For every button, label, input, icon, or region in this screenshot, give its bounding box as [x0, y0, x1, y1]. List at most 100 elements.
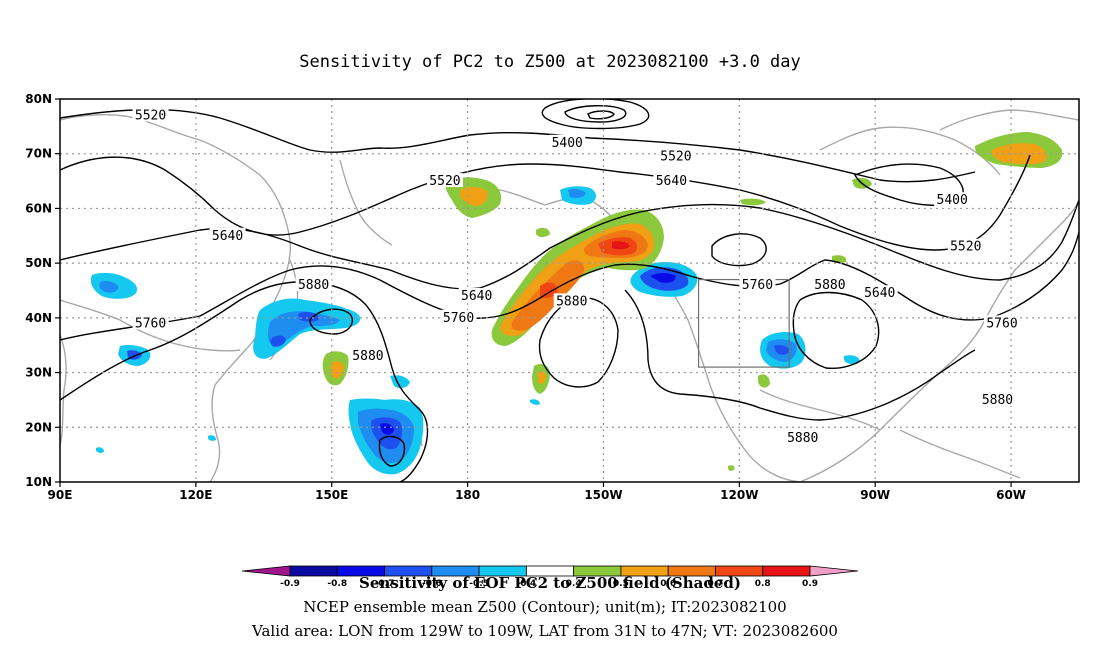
contour-label-bg [739, 277, 776, 292]
colorbar-tick-label: 0.9 [802, 579, 818, 589]
colorbar: -0.9 -0.8 -0.7 -0.6 -0.5 -0.4 0.4 0.5 0.6 0.7 0.8 0… [241, 565, 859, 589]
contour-label-bg [132, 315, 169, 330]
contour-label: 5640 [212, 229, 243, 244]
contour-label: 5640 [461, 289, 492, 304]
contour-label: 5760 [135, 316, 166, 331]
footer-line-2: NCEP ensemble mean Z500 (Contour); unit(… [303, 598, 786, 616]
colorbar-tick-label: 0.6 [660, 579, 676, 589]
contour-label: 5520 [135, 108, 166, 123]
contour-label-bg [295, 277, 332, 292]
map-panel: 5520 5400 5520 5520 5640 5400 5640 5520 5880 5760… [60, 99, 1079, 482]
colorbar-tick-label: -0.6 [422, 579, 442, 589]
negative-sensitivity-shading [90, 186, 860, 475]
colorbar-box [762, 565, 811, 577]
y-tick-label: 50N [25, 256, 52, 270]
colorbar-tick-label: 0.5 [613, 579, 629, 589]
x-tick-label: 90W [860, 488, 890, 502]
lat-lon-grid [60, 99, 1079, 482]
x-tick-label: 120W [720, 488, 758, 502]
contour-high-arctic-3 [587, 110, 615, 120]
contour-label-bg [934, 192, 971, 207]
greenland-coast [939, 109, 1079, 131]
contour-label: 5760 [443, 311, 474, 326]
colorbar-tick-label: -0.7 [375, 579, 395, 589]
contour-label: 5880 [298, 278, 329, 293]
contour-label-bg [947, 238, 984, 253]
contour-label: 5640 [864, 286, 895, 301]
colorbar-box [289, 565, 338, 577]
y-tick-label: 10N [25, 475, 52, 489]
contour-label-bg [653, 173, 690, 188]
contour-5520 [60, 154, 1031, 251]
figure-title: Sensitivity of PC2 to Z500 at 2023082100… [299, 52, 801, 72]
x-tick-label: 150W [584, 488, 622, 502]
colorbar-tick-label: -0.5 [469, 579, 489, 589]
contour-5880-closed-1 [309, 308, 354, 335]
colorbar-tick-label: -0.4 [517, 579, 537, 589]
colorbar-tick-label: 0.8 [755, 579, 771, 589]
contour-label: 5760 [986, 316, 1017, 331]
contour-high-arctic-2 [564, 105, 627, 123]
colorbar-tick-label: -0.9 [280, 579, 300, 589]
contour-label-bg [549, 134, 586, 149]
contour-label: 5760 [742, 278, 773, 293]
contour-5880-east [624, 289, 976, 421]
z500-contours [60, 99, 1079, 482]
contour-label-bg [979, 391, 1016, 406]
contour-label-bg [861, 285, 898, 300]
map-frame [59, 98, 1080, 483]
kamchatka-coast [339, 159, 393, 246]
contour-label-bg [811, 277, 848, 292]
contour-label: 5880 [814, 278, 845, 293]
x-tick-label: 90E [48, 488, 73, 502]
axis-ticks: 90E 120E 150E 180 150W 120W 90W 60W 10N 20N 30N 40N… [25, 92, 1026, 502]
contour-label: 5880 [787, 431, 818, 446]
contour-labels: 5520 5400 5520 5520 5640 5400 5640 5520 5880 5760… [132, 107, 1021, 446]
contour-label: 5880 [556, 294, 587, 309]
contour-label-bg [458, 287, 495, 302]
caribbean-coast [899, 429, 1021, 479]
colorbar-tick-label: -0.8 [327, 579, 347, 589]
contour-label: 5520 [660, 149, 691, 164]
south-asia-coast [60, 299, 241, 352]
contour-label: 5880 [352, 349, 383, 364]
contour-high-arctic-1 [541, 99, 650, 130]
x-tick-label: 60W [996, 488, 1026, 502]
contour-label-bg [984, 315, 1021, 330]
contour-5640-closed [711, 233, 767, 267]
footer-line-3: Valid area: LON from 129W to 109W, LAT f… [251, 622, 838, 640]
contour-5640 [60, 199, 1079, 290]
colorbar-tick-label: 0.7 [707, 579, 723, 589]
east-na-coast [799, 199, 1079, 482]
contour-label-bg [209, 227, 246, 242]
contour-5880-closed-4 [792, 291, 880, 369]
y-tick-label: 30N [25, 366, 52, 380]
contour-label-bg [553, 293, 590, 308]
colorbar-tick-label: 0.4 [566, 579, 582, 589]
y-tick-label: 80N [25, 92, 52, 106]
contour-label-bg [426, 173, 463, 188]
footer-line-1: Sensitivity of EOF PC2 to Z500 field (Sh… [359, 574, 741, 592]
asia-coast [60, 114, 292, 482]
contour-label-bg [349, 348, 386, 363]
india-coast [60, 334, 67, 446]
colorbar-right-arrow [809, 565, 859, 577]
gulf-coast [759, 389, 881, 431]
contour-5760 [60, 231, 1079, 341]
colorbar-left-arrow [241, 565, 291, 577]
y-tick-label: 40N [25, 311, 52, 325]
contour-label: 5520 [429, 174, 460, 189]
contour-label: 5400 [552, 136, 583, 151]
y-tick-label: 20N [25, 420, 52, 434]
contour-label: 5640 [656, 174, 687, 189]
y-tick-label: 70N [25, 147, 52, 161]
contour-label: 5400 [937, 193, 968, 208]
x-tick-label: 180 [455, 488, 480, 502]
contour-5880-west [60, 281, 429, 482]
x-tick-label: 150E [315, 488, 348, 502]
contour-label-bg [784, 430, 821, 445]
west-na-coast [544, 197, 801, 482]
contour-5400-north [60, 108, 976, 183]
y-tick-label: 60N [25, 201, 52, 215]
